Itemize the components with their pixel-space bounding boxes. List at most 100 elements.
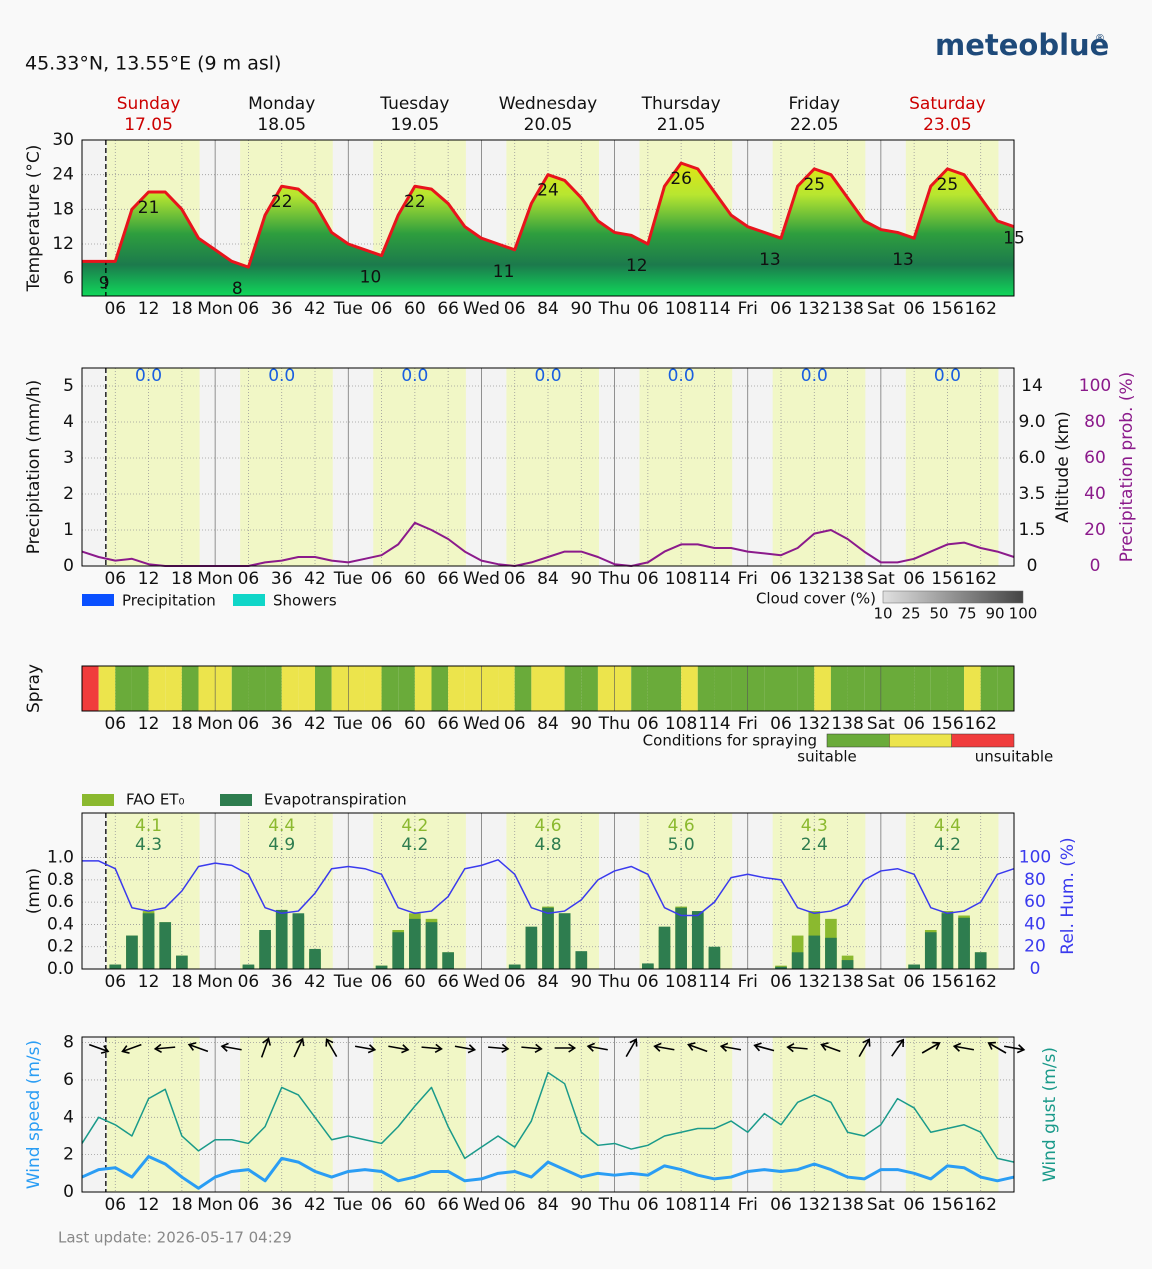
cloud-legend-title: Cloud cover (%) — [756, 590, 876, 608]
daylight-band — [106, 1037, 200, 1192]
et-bar — [908, 964, 920, 969]
cloud-legend-tick: 75 — [957, 605, 976, 623]
et-bar — [924, 932, 937, 969]
x-tick-label: Tue — [333, 972, 363, 992]
cloud-legend-bar — [882, 590, 1024, 604]
et-bar — [292, 913, 305, 969]
x-tick-label: 84 — [537, 569, 559, 589]
x-tick-label: 114 — [698, 299, 730, 319]
x-tick-label: 06 — [238, 1195, 260, 1215]
spray-segment — [714, 666, 732, 711]
wind-arrow — [786, 1042, 808, 1053]
x-tick-label: 90 — [570, 714, 592, 734]
y2-axis-label: Wind gust (m/s) — [1040, 1047, 1060, 1182]
wind-arrow — [220, 1042, 242, 1052]
spray-segment — [82, 666, 99, 711]
spray-segment — [830, 666, 848, 711]
cloud-legend-tick: 100 — [1009, 605, 1038, 623]
spray-segment — [581, 666, 598, 711]
x-tick-label: 06 — [371, 569, 393, 589]
wind-arrow — [521, 1043, 543, 1054]
daily-total: 4.2 — [401, 816, 428, 836]
et-bar — [109, 964, 122, 969]
y-tick-label: 0.2 — [47, 937, 74, 957]
x-tick-label: 156 — [931, 299, 963, 319]
x-tick-label: 06 — [504, 714, 526, 734]
spray-segment — [914, 666, 931, 711]
y2-tick-label: 80 — [1084, 412, 1106, 432]
x-tick-label: Mon — [197, 972, 233, 992]
x-tick-label: 06 — [238, 299, 260, 319]
daily-max: 26 — [670, 169, 692, 189]
daily-total: 5.0 — [668, 835, 695, 855]
x-tick-label: 18 — [171, 714, 193, 734]
x-tick-label: 108 — [665, 299, 697, 319]
x-tick-label: 42 — [304, 972, 326, 992]
daily-max: 24 — [537, 181, 559, 201]
spray-segment — [448, 666, 465, 711]
y-tick-label: 1.0 — [47, 848, 74, 868]
x-tick-label: 06 — [238, 972, 260, 992]
x-tick-label: Wed — [463, 569, 500, 589]
x-tick-label: 06 — [504, 299, 526, 319]
x-tick-label: 06 — [770, 299, 792, 319]
et-bar — [791, 952, 804, 969]
spray-segment — [115, 666, 132, 711]
et-bar — [508, 964, 521, 969]
x-tick-label: 06 — [903, 299, 925, 319]
plot-frame — [81, 812, 1015, 970]
day-name: Thursday — [641, 94, 721, 114]
y-tick-label: 3 — [63, 448, 74, 468]
x-tick-label: 18 — [171, 569, 193, 589]
humidity-line — [82, 859, 1015, 917]
altitude-label: 1.5 — [1018, 520, 1045, 540]
spray-segment — [764, 666, 781, 711]
x-tick-label: 162 — [964, 569, 996, 589]
x-tick-label: 18 — [171, 1195, 193, 1215]
x-tick-label: 162 — [964, 299, 996, 319]
spray-segment — [781, 666, 798, 711]
spray-segment — [597, 666, 615, 711]
et-bar — [808, 935, 821, 969]
spray-segment — [231, 666, 249, 711]
y2-axis-label: Rel. Hum. (%) — [1058, 837, 1078, 954]
x-tick-label: 138 — [831, 1195, 863, 1215]
spray-segment — [398, 666, 415, 711]
spray-segment — [614, 666, 632, 711]
x-tick-label: 108 — [665, 972, 697, 992]
spray-segment — [647, 666, 665, 711]
x-tick-label: 138 — [831, 714, 863, 734]
daily-min: 12 — [626, 256, 648, 276]
wind-arrow — [921, 1041, 941, 1054]
y-axis-label: Spray — [24, 664, 44, 713]
x-tick-label: 90 — [570, 569, 592, 589]
spray-legend-label: unsuitable — [975, 748, 1054, 766]
x-tick-label: 60 — [404, 569, 426, 589]
et-bar — [708, 946, 721, 969]
spray-segment — [564, 666, 582, 711]
cloud-legend-tick: 25 — [901, 605, 920, 623]
cloud-legend-tick: 10 — [873, 605, 892, 623]
wind-arrow — [625, 1038, 638, 1058]
x-tick-label: 42 — [304, 714, 326, 734]
spray-segment — [348, 666, 365, 711]
x-tick-label: 06 — [238, 714, 260, 734]
spray-segment — [281, 666, 299, 711]
daily-min: 8 — [232, 279, 243, 299]
daily-min: 13 — [892, 250, 914, 270]
et-bar — [841, 960, 854, 969]
spray-segment — [315, 666, 332, 711]
et-bar — [542, 907, 554, 969]
x-tick-label: Fri — [738, 1195, 758, 1215]
daily-min: 10 — [360, 268, 382, 288]
spray-segment — [880, 666, 898, 711]
x-tick-label: 84 — [537, 972, 559, 992]
daily-total: 2.4 — [801, 835, 828, 855]
daily-precip: 0.0 — [534, 366, 561, 386]
wind-arrow — [586, 1042, 608, 1052]
plot-frame — [81, 139, 1015, 297]
x-tick-label: Fri — [738, 972, 758, 992]
daylight-band — [772, 368, 866, 566]
day-date: 18.05 — [257, 115, 306, 135]
